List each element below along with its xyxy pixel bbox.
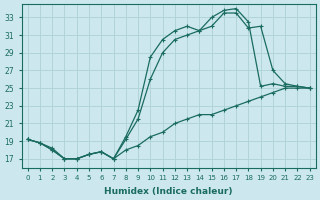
X-axis label: Humidex (Indice chaleur): Humidex (Indice chaleur) bbox=[104, 187, 233, 196]
